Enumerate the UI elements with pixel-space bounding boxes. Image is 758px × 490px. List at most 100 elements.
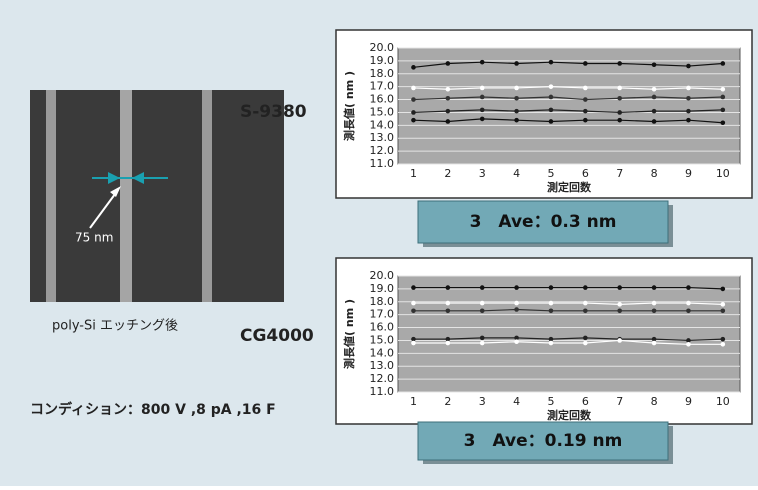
y-tick-label: 13.0 <box>370 359 395 372</box>
point <box>514 109 519 114</box>
point <box>514 307 519 312</box>
point <box>411 309 416 314</box>
model-label: S-9380 <box>240 102 307 122</box>
point <box>549 84 554 89</box>
point <box>583 86 588 91</box>
point <box>514 285 519 290</box>
x-tick-label: 1 <box>410 395 417 408</box>
point <box>652 341 657 346</box>
scale-label: 75 nm <box>75 231 113 245</box>
plot-area <box>398 276 740 392</box>
x-tick-label: 5 <box>547 167 554 180</box>
point <box>721 108 726 113</box>
point <box>480 285 485 290</box>
point <box>721 87 726 92</box>
y-tick-label: 19.0 <box>370 282 395 295</box>
point <box>686 109 691 114</box>
summary: 3 Ave：0.3 nm <box>470 212 617 232</box>
point <box>721 287 726 292</box>
point <box>686 342 691 347</box>
x-tick-label: 7 <box>616 167 623 180</box>
point <box>617 61 622 66</box>
summary: 3 Ave：0.19 nm <box>464 431 623 451</box>
point <box>721 61 726 66</box>
y-tick-label: 20.0 <box>370 41 395 54</box>
point <box>721 337 726 342</box>
point <box>686 118 691 123</box>
point <box>686 64 691 69</box>
y-tick-label: 20.0 <box>370 269 395 282</box>
x-tick-label: 1 <box>410 167 417 180</box>
x-tick-label: 10 <box>716 395 730 408</box>
point <box>480 309 485 314</box>
point <box>411 110 416 115</box>
x-tick-label: 3 <box>479 167 486 180</box>
point <box>446 96 451 101</box>
condition: コンディション：800 V ,8 pA ,16 F <box>30 401 276 418</box>
point <box>446 87 451 92</box>
point <box>480 301 485 306</box>
x-tick-label: 9 <box>685 167 692 180</box>
point <box>652 119 657 124</box>
point <box>686 309 691 314</box>
point <box>583 336 588 341</box>
point <box>549 119 554 124</box>
y-tick-label: 15.0 <box>370 333 395 346</box>
point <box>652 62 657 67</box>
point <box>549 108 554 113</box>
point <box>652 87 657 92</box>
point <box>411 118 416 123</box>
sem-line <box>46 90 56 302</box>
sem-line <box>120 90 132 302</box>
point <box>411 341 416 346</box>
point <box>721 120 726 125</box>
point <box>686 86 691 91</box>
x-tick-label: 8 <box>651 395 658 408</box>
y-axis-label: 測長値( nm ) <box>342 71 356 141</box>
point <box>446 119 451 124</box>
y-tick-label: 18.0 <box>370 67 395 80</box>
x-axis-label: 測定回数 <box>547 408 592 422</box>
x-tick-label: 7 <box>616 395 623 408</box>
point <box>721 302 726 307</box>
point <box>480 117 485 122</box>
point <box>617 118 622 123</box>
point <box>446 61 451 66</box>
point <box>480 336 485 341</box>
point <box>583 97 588 102</box>
point <box>583 61 588 66</box>
y-tick-label: 15.0 <box>370 105 395 118</box>
point <box>721 95 726 100</box>
point <box>411 97 416 102</box>
point <box>652 95 657 100</box>
point <box>686 96 691 101</box>
y-tick-label: 12.0 <box>370 144 395 157</box>
point <box>583 309 588 314</box>
point <box>411 285 416 290</box>
y-tick-label: 17.0 <box>370 308 395 321</box>
point <box>652 309 657 314</box>
point <box>549 301 554 306</box>
x-tick-label: 6 <box>582 167 589 180</box>
point <box>617 338 622 343</box>
point <box>583 109 588 114</box>
y-tick-label: 13.0 <box>370 131 395 144</box>
point <box>446 309 451 314</box>
point <box>583 285 588 290</box>
point <box>480 341 485 346</box>
point <box>549 95 554 100</box>
point <box>446 109 451 114</box>
y-tick-label: 19.0 <box>370 54 395 67</box>
point <box>652 109 657 114</box>
point <box>617 96 622 101</box>
x-tick-label: 4 <box>513 395 520 408</box>
y-tick-label: 12.0 <box>370 372 395 385</box>
y-tick-label: 14.0 <box>370 118 395 131</box>
point <box>446 341 451 346</box>
point <box>617 285 622 290</box>
point <box>583 341 588 346</box>
point <box>617 302 622 307</box>
point <box>721 309 726 314</box>
point <box>480 95 485 100</box>
x-axis-label: 測定回数 <box>547 180 592 194</box>
